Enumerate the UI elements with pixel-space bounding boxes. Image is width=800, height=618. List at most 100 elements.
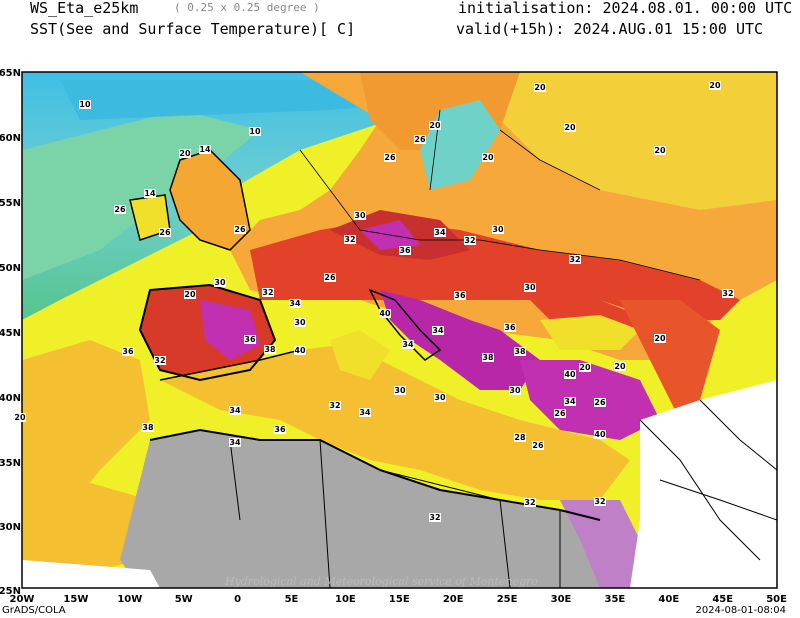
contour-label-bg [114,205,126,214]
contour-label-bg [594,398,606,407]
contour-label: 30 [509,386,521,395]
contour-label-bg [534,83,546,92]
contour-label: 20 [429,121,441,130]
lat-label: 45N [0,328,21,339]
lat-label: 35N [0,458,21,469]
contour-label-bg [184,290,196,299]
contour-label: 14 [144,189,156,198]
init-time: initialisation: 2024.08.01. 00:00 UTC [458,0,793,17]
contour-label-bg [564,123,576,132]
contour-label-bg [399,246,411,255]
contour-label: 20 [14,413,26,422]
contour-label: 40 [594,430,606,439]
contour-label: 32 [154,356,165,365]
contour-label-bg [234,225,246,234]
contour-label: 20 [184,290,196,299]
contour-label: 32 [594,497,605,506]
iberia-magenta [200,300,260,360]
footer-right: 2024-08-01-08:04 [695,605,786,616]
contour-label: 34 [564,397,576,406]
map-frame [21,71,778,589]
contour-label: 14 [199,145,211,154]
mediterranean-sea [160,345,630,500]
contour-label-bg [262,288,274,297]
contour-label: 26 [114,205,126,214]
contour-label-bg [142,423,154,432]
lat-label: 30N [0,522,21,533]
contour-label-bg [179,149,191,158]
valid-time: valid(+15h): 2024.AUG.01 15:00 UTC [456,20,764,38]
lon-label: 35E [605,594,626,605]
contour-label-bg [569,255,581,264]
lon-label: 10W [117,594,142,605]
contour-label: 30 [214,278,226,287]
contour-label: 38 [482,353,494,362]
contour-label-bg [514,433,526,442]
lon-label: 0 [234,594,241,605]
contour-label: 28 [514,433,526,442]
lon-label: 25E [497,594,518,605]
contour-label-bg [429,121,441,130]
contour-label: 30 [354,211,366,220]
contour-label-bg [524,283,536,292]
british-isles [169,149,251,251]
contour-label-bg [402,340,414,349]
africa-land [120,430,620,588]
contour-label-bg [384,153,396,162]
black-sea [540,315,640,350]
contour-label-bg [434,393,446,402]
contour-label-bg [79,100,91,109]
lon-label: 45E [712,594,733,605]
contour-label: 20 [579,363,591,372]
contour-label-bg [294,346,306,355]
contour-label-bg [354,211,366,220]
contour-label-bg [524,498,536,507]
contour-label-bg [294,318,306,327]
contour-label: 34 [229,438,241,447]
contour-label-bg [722,289,734,298]
contour-label: 30 [492,225,504,234]
lat-label: 60N [0,133,21,144]
lat-label: 25N [0,586,21,597]
contour-label: 32 [329,401,340,410]
contour-label: 26 [414,135,426,144]
contour-label: 20 [179,149,191,158]
contour-label: 20 [654,146,666,155]
lon-label: 15W [63,594,88,605]
contour-label: 10 [79,100,91,109]
contour-label-bg [594,430,606,439]
contour-label-bg [264,345,276,354]
contour-label: 26 [594,398,606,407]
contour-label-bg [564,397,576,406]
contour-label: 34 [359,408,371,417]
contour-label: 34 [434,228,446,237]
russia-yellow [500,72,777,210]
contour-label: 26 [384,153,396,162]
red-sea-area [560,500,640,588]
contour-label-bg [229,406,241,415]
contour-label-bg [654,146,666,155]
lon-label: 30E [551,594,572,605]
contour-label: 40 [564,370,576,379]
contour-label-bg [324,273,336,282]
contour-label: 30 [434,393,446,402]
contour-label: 32 [429,513,440,522]
contour-label-bg [14,413,26,422]
contour-label-bg [344,235,356,244]
contour-label-bg [482,153,494,162]
contour-label: 30 [394,386,406,395]
lon-label: 20E [443,594,464,605]
contour-label: 36 [274,425,286,434]
contour-label: 40 [379,309,391,318]
contour-label-bg [464,236,476,245]
balkans-magenta [380,290,540,390]
contour-label-bg [144,189,156,198]
contour-label-bg [229,438,241,447]
contour-label-bg [429,513,441,522]
contour-label: 38 [142,423,154,432]
contour-label-bg [199,145,211,154]
contour-label-bg [504,323,516,332]
lon-label: 5W [175,594,193,605]
contour-label-bg [244,335,256,344]
